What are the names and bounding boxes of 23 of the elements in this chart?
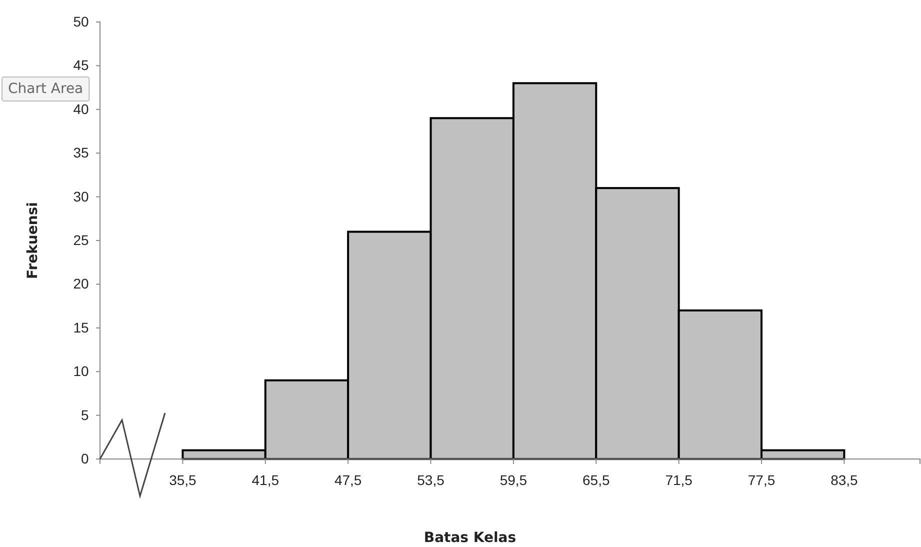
y-tick-label: 30 [73,188,90,204]
x-tick-label: 53,5 [417,472,445,488]
x-tick-label: 65,5 [582,472,610,488]
y-tick-label: 45 [73,57,90,74]
y-tick-label: 5 [81,406,90,423]
y-tick-label: 15 [73,319,90,336]
x-tick-label: 71,5 [665,472,693,488]
x-tick-label: 41,5 [252,472,280,488]
y-tick-label: 0 [81,450,90,466]
x-axis-title: Batas Kelas [424,530,516,546]
y-tick-label: 20 [73,276,90,292]
x-tick-label: 77,5 [748,472,776,488]
y-tick-label: 50 [73,13,90,30]
y-tick-label: 40 [73,100,90,117]
x-tick-label: 47,5 [334,472,362,488]
y-axis-title: Frekuensi [25,202,41,279]
x-tick-label: 35,5 [169,472,197,488]
x-tick-label: 83,5 [830,472,858,488]
y-tick-label: 10 [73,363,90,380]
y-tick-label: 35 [73,144,90,161]
y-tick-label: 25 [73,232,90,248]
x-tick-label: 59,5 [500,472,528,488]
text: Chart Area [8,81,84,97]
